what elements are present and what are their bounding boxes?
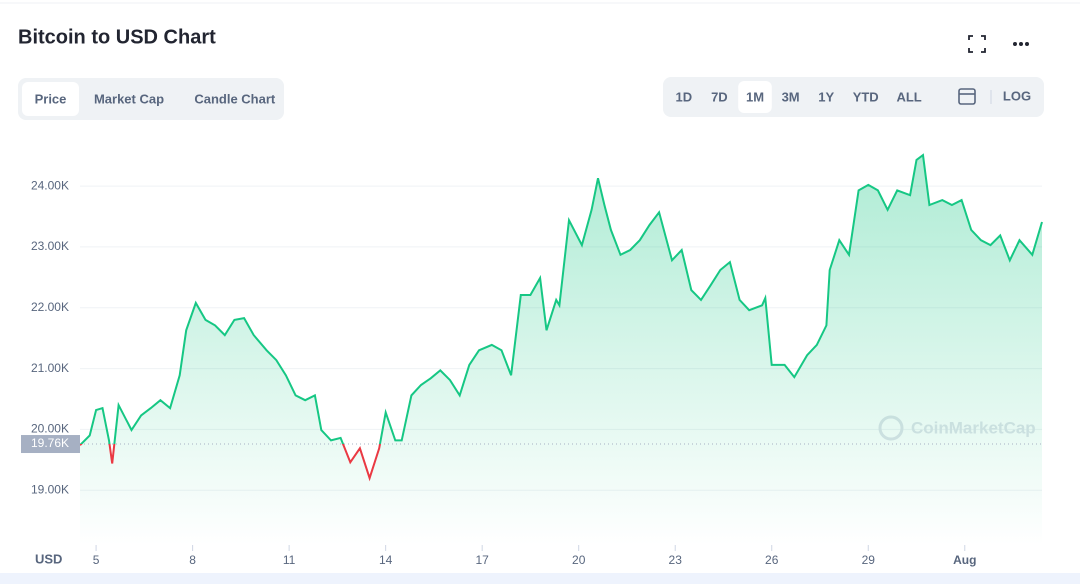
y-tick-label: 20.00K [31,422,69,436]
range-button[interactable]: YTD [853,89,879,104]
range-button[interactable]: ALL [896,89,921,104]
reference-label-bg [21,435,80,454]
more-icon[interactable] [1013,42,1029,46]
x-tick-label: 14 [379,553,393,567]
tab[interactable]: Candle Chart [194,91,276,106]
calendar-icon[interactable] [958,88,976,105]
range-button[interactable]: 1D [675,89,692,104]
tab[interactable]: Price [35,91,67,106]
tab-group [18,78,284,120]
y-tick-label: 19.00K [31,482,69,496]
range-button[interactable]: 1Y [818,89,834,104]
price-line-up [79,153,1043,445]
x-tick-label: 20 [572,553,586,567]
x-tick-label: 8 [189,553,196,567]
area-fill [80,155,1042,545]
navigator [0,573,1080,584]
x-tick-label: 23 [669,553,683,567]
log-button[interactable]: LOG [1003,88,1031,103]
range-button[interactable]: 7D [711,89,728,104]
tab[interactable]: Market Cap [94,91,164,106]
y-tick-label: 23.00K [31,239,69,253]
chart-title: Bitcoin to USD Chart [18,26,216,48]
range-button[interactable]: 1M [746,89,764,104]
reference-label: 19.76K [31,436,69,450]
y-tick-label: 21.00K [31,361,69,375]
range-active-bg [738,81,772,113]
x-tick-label: 29 [862,553,876,567]
x-tick-label: 17 [475,553,489,567]
tab-active-bg [22,82,79,116]
x-tick-label: 26 [765,553,779,567]
y-tick-label: 24.00K [31,178,69,192]
x-tick-label: 11 [283,553,296,567]
unit-label: USD [35,551,62,566]
x-tick-label: Aug [953,553,976,567]
range-button[interactable]: 3M [782,89,800,104]
x-tick-label: 5 [93,553,100,567]
fullscreen-icon[interactable] [968,35,986,53]
y-tick-label: 22.00K [31,300,69,314]
